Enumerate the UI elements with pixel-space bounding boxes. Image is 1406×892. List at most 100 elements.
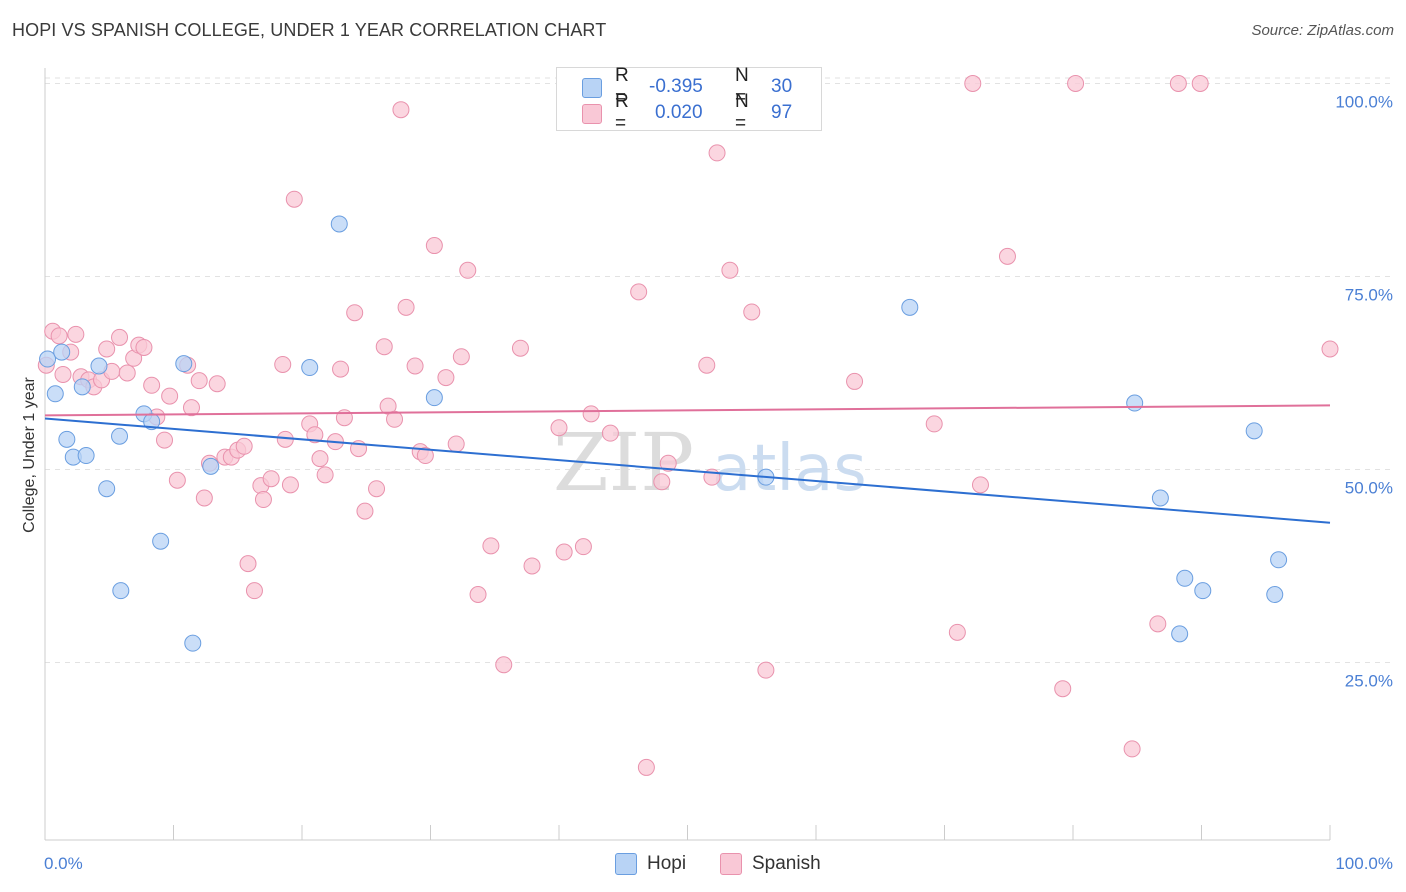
spanish-point bbox=[925, 415, 943, 433]
trend-lines bbox=[44, 404, 1331, 524]
spanish-point bbox=[281, 476, 299, 494]
hopi-trend-line bbox=[44, 417, 1331, 524]
spanish-point bbox=[346, 304, 364, 322]
hopi-point bbox=[1126, 394, 1144, 412]
spanish-point bbox=[971, 476, 989, 494]
spanish-point bbox=[721, 261, 739, 279]
hopi-n-label: N = bbox=[735, 65, 749, 108]
hopi-series bbox=[39, 215, 1288, 652]
spanish-point bbox=[135, 338, 153, 356]
hopi-r-label: R = bbox=[615, 65, 629, 108]
spanish-point bbox=[1149, 615, 1167, 633]
spanish-point bbox=[459, 261, 477, 279]
spanish-point bbox=[1169, 74, 1187, 92]
spanish-point bbox=[386, 410, 404, 428]
spanish-point bbox=[118, 364, 136, 382]
hopi-point bbox=[1245, 422, 1263, 440]
hopi-point bbox=[112, 582, 130, 600]
y-tick-label: 50.0% bbox=[1345, 478, 1393, 497]
hopi-point bbox=[1176, 569, 1194, 587]
hopi-point bbox=[425, 389, 443, 407]
watermark: ZIP atlas bbox=[553, 416, 867, 509]
spanish-point bbox=[601, 424, 619, 442]
spanish-point bbox=[274, 355, 292, 373]
spanish-point bbox=[555, 543, 573, 561]
hopi-point bbox=[46, 385, 64, 403]
spanish-point bbox=[698, 356, 716, 374]
spanish-point bbox=[356, 502, 374, 520]
spanish-point bbox=[98, 340, 116, 358]
hopi-point bbox=[1270, 551, 1288, 569]
y-tick-labels: 25.0% 50.0% 75.0% 100.0% bbox=[1335, 92, 1393, 690]
hopi-point bbox=[1151, 489, 1169, 507]
spanish-point bbox=[469, 586, 487, 604]
spanish-point bbox=[208, 375, 226, 393]
spanish-n-label: N = bbox=[735, 91, 749, 134]
source-credit: Source: ZipAtlas.com bbox=[1251, 22, 1394, 39]
hopi-legend-icon bbox=[615, 853, 637, 875]
spanish-point bbox=[67, 325, 85, 343]
chart-title: HOPI VS SPANISH COLLEGE, UNDER 1 YEAR CO… bbox=[12, 20, 607, 40]
spanish-point bbox=[1054, 680, 1072, 698]
spanish-point bbox=[235, 437, 253, 455]
spanish-point bbox=[182, 399, 200, 417]
spanish-point bbox=[161, 387, 179, 405]
spanish-point bbox=[523, 557, 541, 575]
spanish-point bbox=[111, 328, 129, 346]
spanish-point bbox=[285, 190, 303, 208]
hopi-point bbox=[90, 357, 108, 375]
spanish-point bbox=[495, 656, 513, 674]
spanish-point bbox=[190, 372, 208, 390]
hopi-point bbox=[184, 634, 202, 652]
spanish-point bbox=[306, 426, 324, 444]
y-axis-label: College, Under 1 year bbox=[21, 377, 38, 533]
spanish-point bbox=[948, 623, 966, 641]
hopi-point bbox=[58, 430, 76, 448]
hopi-point bbox=[175, 355, 193, 373]
spanish-point bbox=[50, 327, 68, 345]
spanish-point bbox=[245, 582, 263, 600]
y-tick-label: 75.0% bbox=[1345, 285, 1393, 304]
spanish-point bbox=[550, 419, 568, 437]
spanish-point bbox=[168, 471, 186, 489]
x-tick-label: 100.0% bbox=[1335, 854, 1393, 873]
spanish-point bbox=[254, 491, 272, 509]
spanish-legend-label: Spanish bbox=[752, 853, 821, 874]
spanish-point bbox=[1191, 74, 1209, 92]
spanish-point bbox=[143, 376, 161, 394]
spanish-r-value: 0.020 bbox=[655, 102, 703, 123]
stats-legend: R = -0.395 N = 30 R = 0.020 N = 97 bbox=[556, 65, 822, 134]
spanish-point bbox=[757, 661, 775, 679]
spanish-point bbox=[368, 480, 386, 498]
spanish-point bbox=[406, 357, 424, 375]
hopi-legend-label: Hopi bbox=[647, 853, 687, 874]
spanish-point bbox=[375, 338, 393, 356]
hopi-point bbox=[1194, 582, 1212, 600]
spanish-point bbox=[425, 237, 443, 255]
spanish-point bbox=[1123, 740, 1141, 758]
hopi-swatch-icon bbox=[582, 78, 602, 98]
spanish-point bbox=[846, 372, 864, 390]
spanish-point bbox=[998, 247, 1016, 265]
hopi-point bbox=[330, 215, 348, 233]
spanish-point bbox=[964, 74, 982, 92]
x-tick-label: 0.0% bbox=[44, 854, 83, 873]
hopi-r-value: -0.395 bbox=[649, 76, 703, 97]
spanish-point bbox=[262, 470, 280, 488]
bottom-legend-hopi: Hopi bbox=[615, 852, 686, 876]
y-tick-label: 100.0% bbox=[1335, 92, 1393, 111]
bottom-legend-spanish: Spanish bbox=[720, 852, 821, 876]
hopi-point bbox=[152, 532, 170, 550]
spanish-point bbox=[482, 537, 500, 555]
hopi-point bbox=[301, 359, 319, 377]
spanish-point bbox=[156, 431, 174, 449]
spanish-legend-icon bbox=[720, 853, 742, 875]
spanish-point bbox=[1067, 74, 1085, 92]
spanish-point bbox=[437, 369, 455, 387]
spanish-point bbox=[416, 447, 434, 465]
spanish-point bbox=[630, 283, 648, 301]
hopi-n-value: 30 bbox=[771, 76, 793, 97]
y-tick-label: 25.0% bbox=[1345, 671, 1393, 690]
spanish-point bbox=[574, 538, 592, 556]
